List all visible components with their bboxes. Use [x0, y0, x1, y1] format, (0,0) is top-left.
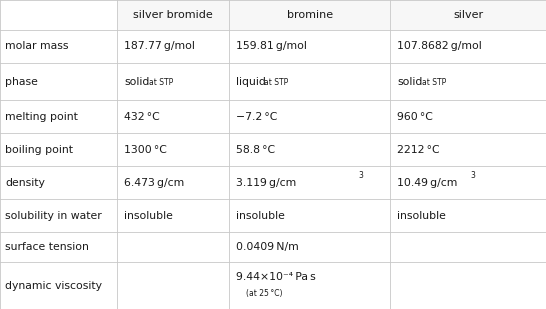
Text: silver: silver [453, 10, 483, 20]
Text: silver bromide: silver bromide [133, 10, 213, 20]
Text: 432 °C: 432 °C [124, 112, 159, 121]
Text: 107.8682 g/mol: 107.8682 g/mol [397, 41, 482, 52]
Text: molar mass: molar mass [5, 41, 69, 52]
Text: (at 25 °C): (at 25 °C) [246, 289, 282, 298]
Bar [229, 0, 390, 30]
Text: at STP: at STP [264, 78, 288, 87]
Text: solid: solid [397, 77, 422, 87]
Text: liquid: liquid [236, 77, 266, 87]
Bar [390, 0, 546, 30]
Text: at STP: at STP [149, 78, 173, 87]
Text: insoluble: insoluble [397, 211, 446, 221]
Text: 6.473 g/cm: 6.473 g/cm [124, 178, 184, 188]
Text: melting point: melting point [5, 112, 78, 121]
Text: bromine: bromine [287, 10, 333, 20]
Text: density: density [5, 178, 45, 188]
Text: 9.44×10⁻⁴ Pa s: 9.44×10⁻⁴ Pa s [236, 272, 316, 282]
Text: boiling point: boiling point [5, 145, 74, 155]
Text: 3: 3 [358, 171, 363, 180]
Text: insoluble: insoluble [236, 211, 285, 221]
Text: surface tension: surface tension [5, 243, 90, 252]
Text: 1300 °C: 1300 °C [124, 145, 167, 155]
Text: 159.81 g/mol: 159.81 g/mol [236, 41, 307, 52]
Text: 58.8 °C: 58.8 °C [236, 145, 275, 155]
Text: solubility in water: solubility in water [5, 211, 102, 221]
Text: phase: phase [5, 77, 38, 87]
Bar [117, 0, 229, 30]
Text: 3: 3 [470, 171, 475, 180]
Text: 3.119 g/cm: 3.119 g/cm [236, 178, 296, 188]
Text: 960 °C: 960 °C [397, 112, 433, 121]
Text: insoluble: insoluble [124, 211, 173, 221]
Text: 0.0409 N/m: 0.0409 N/m [236, 243, 299, 252]
Text: 187.77 g/mol: 187.77 g/mol [124, 41, 195, 52]
Text: dynamic viscosity: dynamic viscosity [5, 281, 103, 291]
Text: 10.49 g/cm: 10.49 g/cm [397, 178, 458, 188]
Text: at STP: at STP [422, 78, 446, 87]
Text: −7.2 °C: −7.2 °C [236, 112, 277, 121]
Text: solid: solid [124, 77, 149, 87]
Text: 2212 °C: 2212 °C [397, 145, 440, 155]
